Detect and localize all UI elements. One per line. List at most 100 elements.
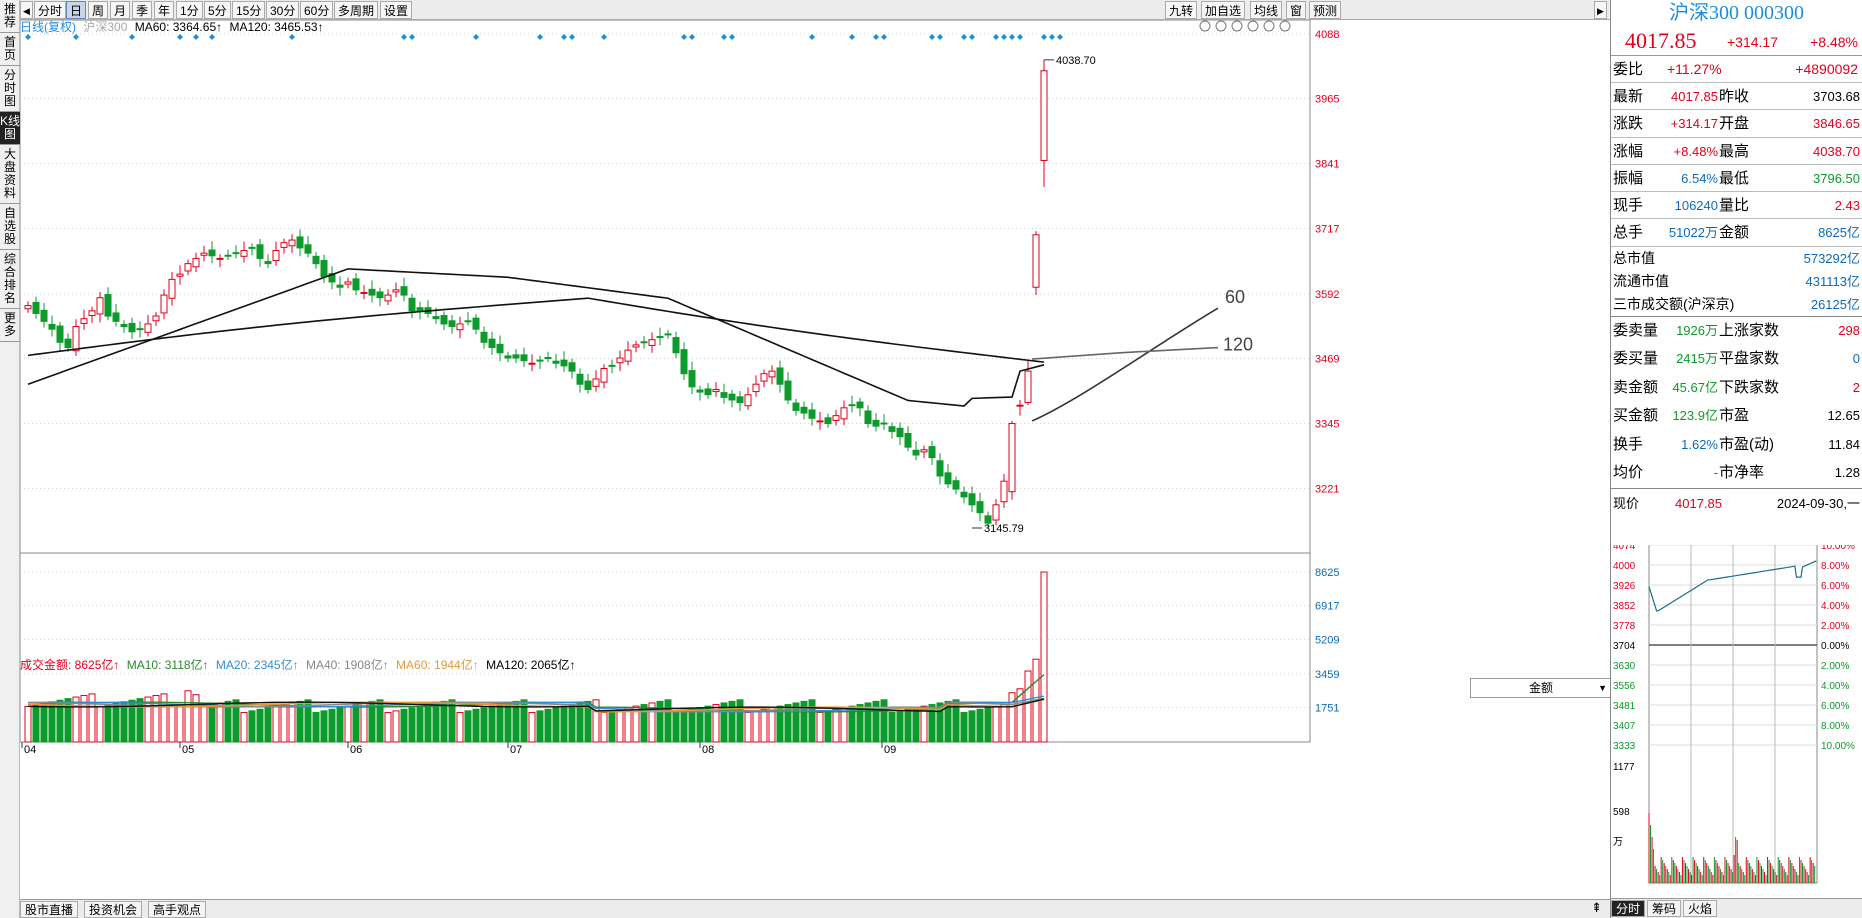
volume-bar [224,700,232,743]
period-0[interactable]: 分时 [34,1,67,19]
high-label: 4038.70 [1056,55,1096,67]
signal-diamond [401,34,407,40]
vtab-5[interactable]: 自选股 [0,204,20,250]
period-2[interactable]: 周 [88,1,109,19]
book-value-3-a: 123.9亿 [1672,408,1718,424]
bottom-bar: 股市直播 投资机会 高手观点 ⇞ [20,899,1610,918]
pin-icon[interactable]: ⇞ [1591,900,1602,915]
volume-bar [464,710,472,743]
signal-diamond [601,34,607,40]
volume-ma-line [27,698,1045,713]
vtab-2[interactable]: 分时图 [0,66,20,112]
volume-bar [288,702,296,743]
volume-bar [968,710,976,743]
quote-label-5-b: 金额 [1719,224,1750,242]
volume-bar [456,711,464,743]
price-tick: 3965 [1315,93,1339,105]
candle [696,389,704,393]
candle [272,250,280,261]
volume-bar [184,690,192,743]
period-3[interactable]: 月 [110,1,131,19]
quote-label-2-a: 涨幅 [1613,142,1644,160]
candle [472,317,480,330]
volume-bar [200,705,208,743]
candle [896,427,904,438]
candle [432,316,440,320]
candle [720,392,728,398]
vtab-7[interactable]: 更多 [0,309,20,342]
vtab-3[interactable]: K线图 [0,112,20,145]
vtab-0[interactable]: 推荐 [0,0,20,33]
volume-bar [680,710,688,743]
candle [456,323,464,331]
signal-diamond [849,34,855,40]
period-1[interactable]: 日 [66,1,87,19]
period-6[interactable]: 1分 [176,1,203,19]
toolbar-right-3[interactable]: 窗 [1286,1,1307,19]
candle [488,338,496,349]
period-4[interactable]: 季 [132,1,153,19]
market-label-1: 流通市值 [1613,272,1669,289]
quote-title: 沪深300 000300 [1669,2,1804,24]
amount-select[interactable]: 金额 ▼ [1470,678,1612,698]
period-5[interactable]: 年 [154,1,175,19]
vol-legend-amount: 成交金额: 8625亿↑ [20,658,120,672]
candle [64,338,72,349]
volume-bar [560,705,568,743]
book-label-4-a: 换手 [1613,435,1644,453]
period-12[interactable]: 设置 [380,1,413,19]
tab-live[interactable]: 股市直播 [20,901,79,918]
zoom-in-icon [1279,20,1291,32]
vertical-nav: 推荐 首页 分时图 K线图 大盘资料 自选股 综合排名 更多 [0,0,20,918]
toolbar-right-0[interactable]: 九转 [1165,1,1198,19]
toolbar-left-arrow[interactable]: ◀ [20,1,33,19]
period-7[interactable]: 5分 [204,1,231,19]
period-10[interactable]: 60分 [300,1,334,19]
toolbar-right-arrow[interactable]: ▶ [1594,1,1607,19]
kline-chart[interactable]: 4088 3965 3841 3717 3592 3469 3345 3221 60 120 403… [20,20,1610,886]
candle [448,320,456,328]
signal-diamond [809,34,815,40]
toolbar-right-4[interactable]: 预测 [1309,1,1342,19]
mini-tab-flame[interactable]: 火焰 [1683,900,1718,917]
intraday-mini-chart[interactable]: 4074 10.00% 4000 8.00% 3926 6.00% 3852 4.00% 377… [1611,545,1862,895]
quote-row-3: 振幅 6.54% 最低 3796.50 [1611,165,1862,193]
quote-label-0-a: 最新 [1613,88,1644,105]
volume-bar [352,704,360,743]
volume-bar [1016,688,1024,743]
mini-left-tick: 3407 [1613,721,1636,732]
candle [232,252,240,255]
period-toolbar: ◀ 分时日周月季年 1分 5分 15分 30分 60分 多周期 设置 九转 加自选 均线窗预测 ▶ [20,0,1610,20]
volume-bar [768,707,776,743]
tab-opportunity[interactable]: 投资机会 [84,901,143,918]
candle [368,288,376,296]
candle [976,501,984,514]
book-value-2-a: 45.67亿 [1672,379,1718,395]
hand-icon [1215,20,1227,32]
volume-bar [296,700,304,743]
signal-diamond [473,34,479,40]
period-9[interactable]: 30分 [266,1,300,19]
candle [72,326,80,352]
kline-chart-area[interactable]: 4088 3965 3841 3717 3592 3469 3345 3221 60 120 403… [20,20,1612,886]
toolbar-right-2[interactable]: 均线 [1250,1,1283,19]
quote-value-3-a: 6.54% [1681,170,1718,186]
tab-expert-views[interactable]: 高手观点 [148,901,207,918]
period-8[interactable]: 15分 [232,1,266,19]
candle [776,367,784,385]
quote-row-0: 最新 4017.85 昨收 3703.68 [1611,83,1862,111]
vtab-4[interactable]: 大盘资料 [0,145,20,204]
vtab-1[interactable]: 首页 [0,33,20,66]
candle [904,433,912,448]
period-11[interactable]: 多周期 [334,1,379,19]
volume-bar [888,711,896,743]
lock-icon [1247,20,1259,32]
volume-bar [664,699,672,743]
toolbar-right-1[interactable]: 加自选 [1201,1,1246,19]
mini-tab-timeshare[interactable]: 分时 [1611,900,1646,917]
vtab-6[interactable]: 综合排名 [0,250,20,309]
mini-right-tick: 10.00% [1821,545,1855,552]
chevron-down-icon: ▼ [1598,683,1607,693]
mini-tab-chips[interactable]: 筹码 [1647,900,1682,917]
price-tick: 3592 [1315,289,1339,301]
